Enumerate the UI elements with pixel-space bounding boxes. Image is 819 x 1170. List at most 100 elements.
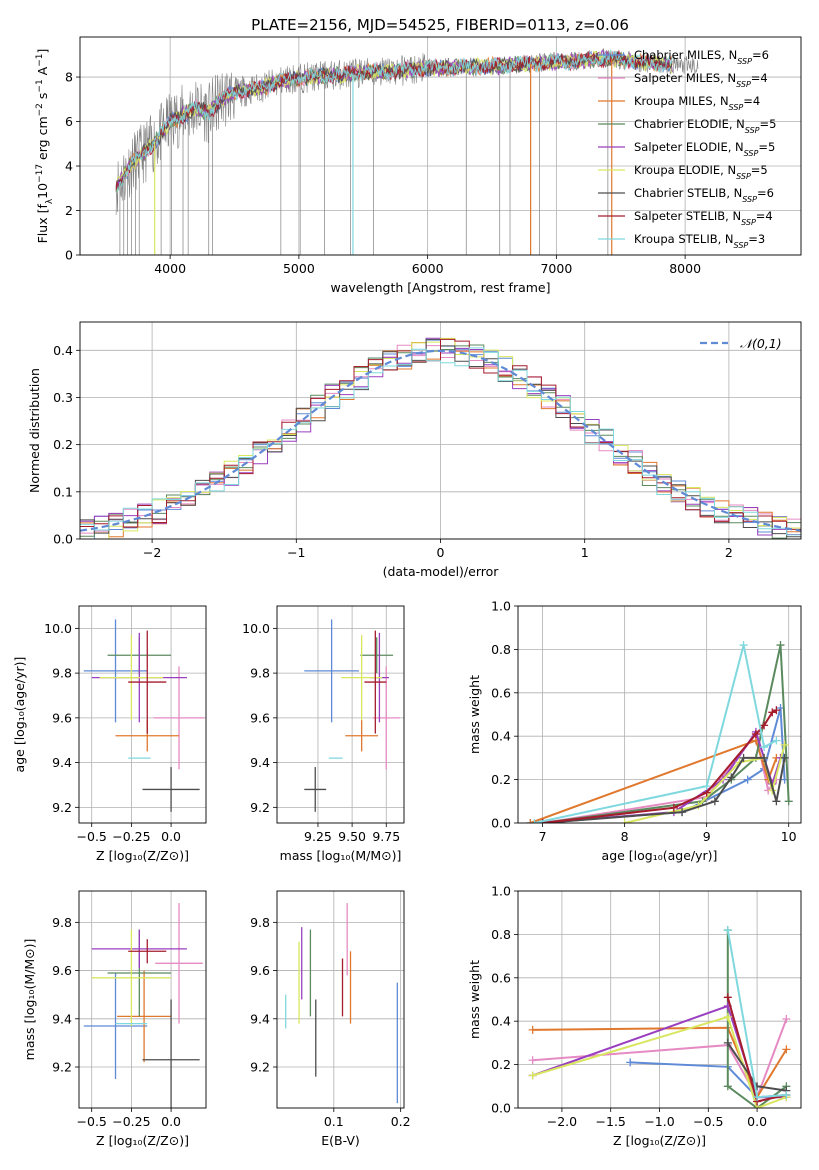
y-tick-label: 9.4 [250,755,270,770]
weight-point-marker [751,730,760,739]
y-tick-label: 1.0 [491,884,511,899]
x-tick-label: 8000 [669,261,701,276]
y-tick-label: 1.0 [491,599,511,614]
spectrum-legend: Chabrier MILES, NSSP=6 Salpeter MILES, NS… [598,48,776,250]
plot-area [304,619,400,812]
y-tick-label: 9.2 [52,1060,72,1075]
weight-point-marker [743,775,752,784]
residual-histogram-step [80,347,801,536]
model-spectrum-line [115,48,673,193]
weight-point-marker [528,1071,537,1080]
y-tick-label: 9.6 [250,963,270,978]
residuals-panel: −2 −1 0 1 2 0.0 0.1 0.2 0.3 0.4 (data-model)/error… [27,321,802,579]
x-tick-label: 2 [725,545,733,560]
mass-vs-reddening-panel: 0.1 0.2 9.2 9.4 9.6 9.8 E(B-V) [250,890,411,1148]
y-tick-label: 9.2 [52,800,72,815]
y-tick-label: 0.4 [491,1014,511,1029]
x-tick-label: −1.0 [644,1114,674,1129]
weight-point-marker [739,753,748,762]
weight-point-marker [723,1038,732,1047]
y-tick-label: 0.8 [491,927,511,942]
axes-frame [78,890,207,1109]
weight-series-line [542,644,790,823]
plot-area [285,903,398,1104]
y-tick-label: 0.6 [491,685,511,700]
legend-label: Chabrier MILES, NSSP=6 [634,48,769,66]
weight-point-marker [782,1090,791,1099]
weight-point-marker [723,1012,732,1021]
legend-label: Kroupa ELODIE, NSSP=5 [634,163,768,181]
y-tick-label: 4 [65,159,73,174]
x-tick-label: 9.50 [338,829,366,844]
weight-point-marker [723,926,732,935]
weight-vs-metallicity-panel: −2.0 −1.5 −1.0 −0.5 0.0 0.0 0.2 0.4 0.6 0.8 1.0 Z [… [467,884,802,1148]
legend-label: Chabrier STELIB, NSSP=6 [634,186,774,204]
x-tick-label: 5000 [283,261,315,276]
plot-area [80,337,801,539]
weight-point-marker [739,641,748,650]
weight-point-marker [723,993,732,1002]
y-tick-label: 0.4 [491,729,511,744]
x-tick-label: 8 [621,829,629,844]
weight-point-marker [772,797,781,806]
plot-area [83,619,205,812]
x-tick-label: 6000 [412,261,444,276]
weight-point-marker [760,743,769,752]
legend-label: Salpeter ELODIE, NSSP=5 [634,140,775,158]
weight-series-line [529,739,778,823]
weight-point-marker [528,1025,537,1034]
y-tick-label: 9.2 [250,1060,270,1075]
plot-area [115,47,699,255]
y-tick-label: 9.6 [250,710,270,725]
plot-area [528,926,791,1108]
spectrum-panel: 4000 5000 6000 7000 8000 0 2 4 6 8 wavelength [Ang… [35,36,802,295]
axes-frame [276,605,405,824]
legend-label: Kroupa STELIB, NSSP=3 [634,232,765,250]
legend-label: Chabrier ELODIE, NSSP=5 [634,117,776,135]
weight-vs-age-panel: 7 8 9 10 0.0 0.2 0.4 0.6 0.8 1.0 age [log₁₀(age/yr… [467,599,802,863]
y-tick-label: 9.8 [250,666,270,681]
plot-area [83,903,203,1108]
x-tick-label: 0.1 [324,1114,344,1129]
x-tick-label: 9.25 [304,829,332,844]
y-tick-label: 0.4 [53,343,73,358]
weight-point-marker [782,1045,791,1054]
weight-point-marker [760,721,769,730]
figure-title: PLATE=2156, MJD=54525, FIBERID=0113, z=0… [251,16,629,34]
x-tick-label: −2.0 [547,1114,577,1129]
weight-point-marker [768,708,777,717]
y-tick-label: 0.0 [491,1101,511,1116]
mass-vs-metallicity-panel: −0.5 −0.25 0.0 9.2 9.4 9.6 9.8 Z [log₁₀(Z/Z⊙)] m… [22,890,207,1148]
y-tick-label: 10.0 [44,621,72,636]
weight-series-line [532,1015,787,1108]
y-tick-label: 9.6 [52,710,72,725]
x-tick-label: 10 [781,829,797,844]
x-axis-label: (data-model)/error [383,564,500,579]
y-tick-label: 0 [65,248,73,263]
y-axis-label: Normed distribution [27,368,42,493]
weight-point-marker [526,819,535,823]
x-tick-label: −2 [143,545,161,560]
weight-point-marker [723,1082,732,1091]
y-tick-label: 6 [65,114,73,129]
axes-frame [276,890,405,1109]
y-tick-label: 0.1 [53,484,73,499]
grid [277,891,404,1108]
y-axis-label: mass weight [467,960,482,1039]
x-tick-label: 7 [539,829,547,844]
y-tick-label: 9.2 [250,800,270,815]
x-tick-label: 4000 [154,261,186,276]
legend-label: Kroupa MILES, NSSP=4 [634,94,760,112]
x-tick-label: 0.0 [161,829,181,844]
weight-point-marker [782,1015,791,1024]
weight-series-line [542,756,786,823]
weight-point-marker [678,808,687,817]
x-axis-label: age [log₁₀(age/yr)] [602,848,718,863]
x-tick-label: −1.5 [596,1114,626,1129]
x-tick-label: 7000 [540,261,572,276]
x-tick-label: 0.2 [391,1114,411,1129]
x-tick-label: 1 [581,545,589,560]
x-tick-label: 0.0 [161,1114,181,1129]
y-tick-label: 2 [65,203,73,218]
x-tick-label: 0.0 [747,1114,767,1129]
